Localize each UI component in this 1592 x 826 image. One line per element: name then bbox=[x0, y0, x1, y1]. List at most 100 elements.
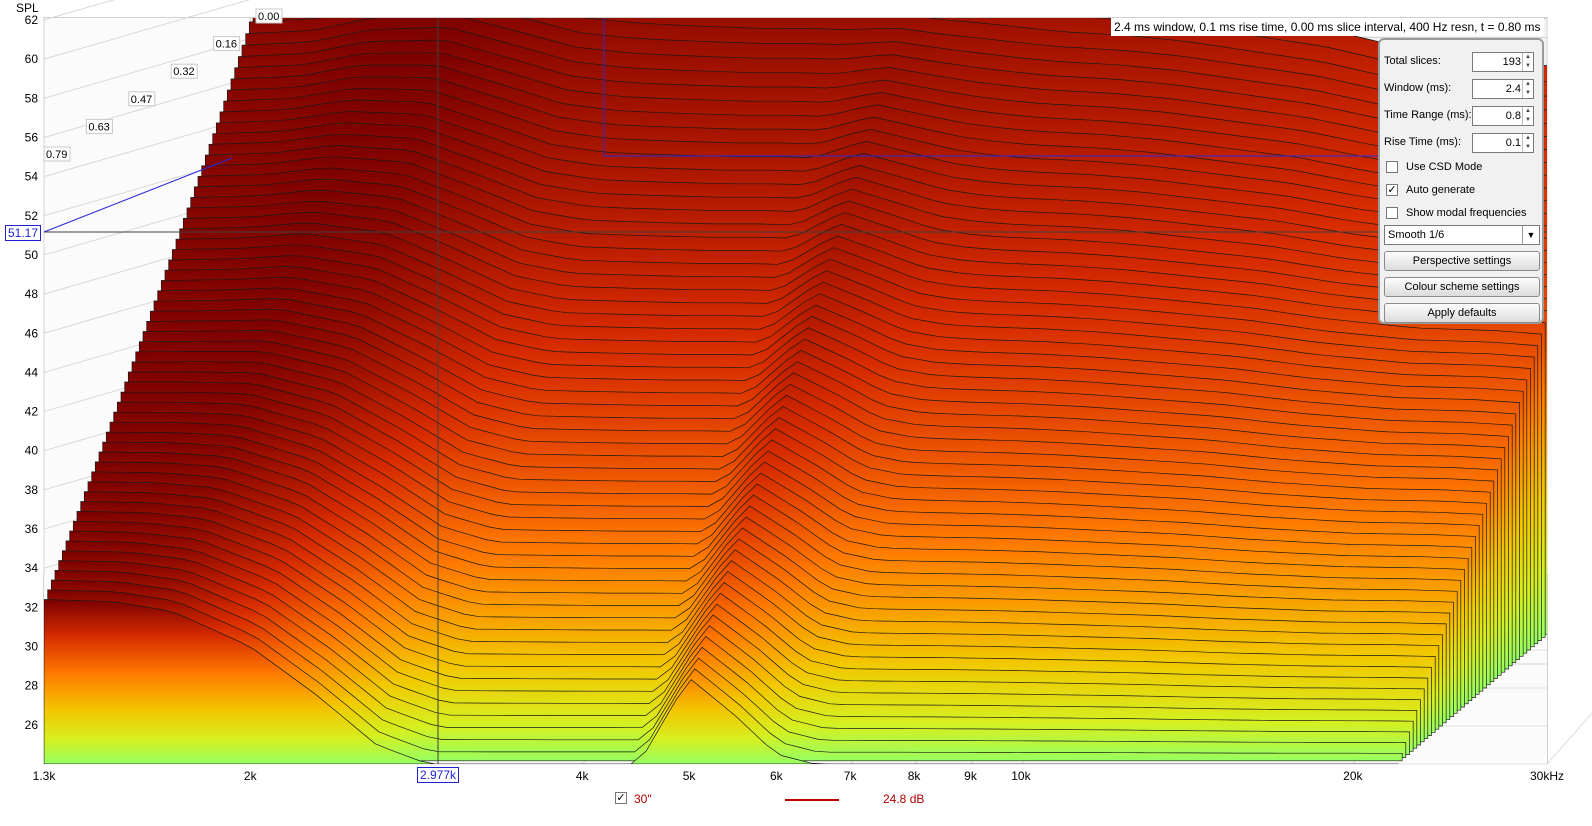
x-tick-label: 5k bbox=[683, 769, 697, 783]
smoothing-value: Smooth 1/6 bbox=[1388, 229, 1445, 241]
y-tick-label: 62 bbox=[25, 13, 39, 27]
x-tick-label: 8k bbox=[908, 769, 922, 783]
legend-series-name: 30" bbox=[634, 792, 652, 806]
legend: ✓ 30" 24.8 dB bbox=[615, 791, 945, 809]
grid-line-spl-side bbox=[43, 76, 255, 138]
grid-line-spl-side bbox=[43, 0, 251, 60]
info-bar: 2.4 ms window, 0.1 ms rise time, 0.00 ms… bbox=[1111, 18, 1544, 36]
window-value: 2.4 bbox=[1505, 83, 1521, 95]
apply-defaults-button[interactable]: Apply defaults bbox=[1384, 303, 1540, 323]
y-tick-label: 38 bbox=[25, 483, 39, 497]
cursor-depth-line bbox=[43, 157, 233, 233]
checkbox-icon[interactable] bbox=[1386, 161, 1398, 173]
y-axis-ticks: 62 60 58 56 54 52 50 48 46 44 42 40 38 36 34 32 30 28 26 bbox=[25, 13, 39, 732]
y-tick-label: 40 bbox=[25, 444, 39, 458]
rise-time-spinner[interactable]: 0.1 ▲ ▼ bbox=[1472, 133, 1534, 153]
window-spinner[interactable]: 2.4 ▲ ▼ bbox=[1472, 79, 1534, 99]
time-tick-box bbox=[213, 36, 241, 52]
time-range-row: Time Range (ms): 0.8 ▲ ▼ bbox=[1384, 106, 1540, 126]
time-tick-label: 0.47 bbox=[131, 94, 152, 106]
auto-generate-checkbox[interactable]: ✓ Auto generate bbox=[1384, 182, 1540, 200]
time-range-spinner[interactable]: 0.8 ▲ ▼ bbox=[1472, 106, 1534, 126]
waterfall-slice bbox=[44, 599, 1399, 764]
use-csd-checkbox[interactable]: Use CSD Mode bbox=[1384, 159, 1540, 177]
rise-time-label: Rise Time (ms): bbox=[1384, 136, 1461, 148]
y-tick-label: 36 bbox=[25, 522, 39, 536]
use-csd-label: Use CSD Mode bbox=[1406, 161, 1483, 173]
time-tick-label: 0.16 bbox=[216, 39, 237, 51]
total-slices-label: Total slices: bbox=[1384, 55, 1441, 67]
spinner-arrows-icon[interactable]: ▲ ▼ bbox=[1522, 80, 1533, 98]
perspective-settings-button[interactable]: Perspective settings bbox=[1384, 251, 1540, 271]
y-tick-label: 32 bbox=[25, 600, 39, 614]
time-range-label: Time Range (ms): bbox=[1384, 109, 1472, 121]
time-range-value: 0.8 bbox=[1505, 110, 1521, 122]
time-tick-label: 0.79 bbox=[46, 149, 67, 161]
total-slices-row: Total slices: 193 ▲ ▼ bbox=[1384, 52, 1540, 72]
time-tick-box bbox=[255, 8, 283, 24]
grid-line-spl-side bbox=[43, 0, 115, 21]
y-tick-label: 42 bbox=[25, 405, 39, 419]
y-tick-label: 28 bbox=[25, 679, 39, 693]
x-tick-label: 9k bbox=[964, 769, 978, 783]
time-tick-box bbox=[170, 63, 198, 79]
y-tick-label: 52 bbox=[25, 209, 39, 223]
waterfall-slice bbox=[61, 550, 1418, 749]
time-tick-label: 0.00 bbox=[258, 11, 279, 23]
y-tick-label: 58 bbox=[25, 91, 39, 105]
x-axis-ticks: 1.3k 2k 4k 5k 6k 7k 8k 9k 10k 20k 30kHz bbox=[33, 769, 1564, 783]
smoothing-select[interactable]: Smooth 1/6 ▼ bbox=[1384, 225, 1540, 245]
y-tick-label: 34 bbox=[25, 561, 39, 575]
y-tick-label: 44 bbox=[25, 365, 39, 379]
spinner-arrows-icon[interactable]: ▲ ▼ bbox=[1522, 53, 1533, 71]
rise-time-value: 0.1 bbox=[1505, 137, 1521, 149]
x-tick-label: 4k bbox=[576, 769, 590, 783]
x-tick-label: 2k bbox=[244, 769, 258, 783]
cursor-lines bbox=[43, 18, 1547, 764]
cursor-spl-readout: 51.17 bbox=[5, 225, 42, 241]
show-modal-checkbox[interactable]: Show modal frequencies bbox=[1384, 205, 1540, 223]
legend-series-swatch bbox=[785, 799, 839, 801]
x-tick-label: 1.3k bbox=[33, 769, 57, 783]
spinner-arrows-icon[interactable]: ▲ ▼ bbox=[1522, 134, 1533, 152]
time-tick-box bbox=[43, 146, 71, 162]
waterfall-slice bbox=[58, 560, 1414, 752]
grid-line-floor bbox=[1546, 712, 1592, 765]
total-slices-spinner[interactable]: 193 ▲ ▼ bbox=[1472, 52, 1534, 72]
y-tick-label: 54 bbox=[25, 170, 39, 184]
x-tick-label: 7k bbox=[844, 769, 858, 783]
spinner-arrows-icon[interactable]: ▲ ▼ bbox=[1522, 107, 1533, 125]
colour-scheme-settings-button[interactable]: Colour scheme settings bbox=[1384, 277, 1540, 297]
waterfall-surface bbox=[44, 18, 1547, 764]
x-tick-label: 20k bbox=[1343, 769, 1363, 783]
y-tick-label: 48 bbox=[25, 287, 39, 301]
checkbox-icon[interactable] bbox=[1386, 207, 1398, 219]
window-row: Window (ms): 2.4 ▲ ▼ bbox=[1384, 79, 1540, 99]
x-tick-label: 30kHz bbox=[1530, 769, 1564, 783]
y-tick-label: 30 bbox=[25, 640, 39, 654]
total-slices-value: 193 bbox=[1502, 56, 1521, 68]
auto-generate-label: Auto generate bbox=[1406, 184, 1476, 196]
y-tick-label: 50 bbox=[25, 248, 39, 262]
legend-series-level: 24.8 dB bbox=[883, 792, 925, 806]
window-label: Window (ms): bbox=[1384, 82, 1452, 94]
time-tick-label: 0.63 bbox=[88, 121, 109, 133]
time-tick-box bbox=[85, 118, 113, 134]
chevron-down-icon[interactable]: ▼ bbox=[1522, 226, 1539, 244]
y-tick-label: 60 bbox=[25, 52, 39, 66]
y-tick-label: 56 bbox=[25, 130, 39, 144]
time-tick-label: 0.32 bbox=[173, 66, 194, 78]
x-tick-label: 6k bbox=[770, 769, 784, 783]
show-modal-label: Show modal frequencies bbox=[1406, 207, 1527, 219]
waterfall-controls-panel: Total slices: 193 ▲ ▼ Window (ms): 2.4 ▲ ▼… bbox=[1378, 38, 1544, 324]
rise-time-row: Rise Time (ms): 0.1 ▲ ▼ bbox=[1384, 133, 1540, 153]
y-tick-label: 26 bbox=[25, 718, 39, 732]
time-tick-box bbox=[128, 91, 156, 107]
y-axis-label: SPL bbox=[16, 1, 39, 15]
series-visibility-checkbox[interactable]: ✓ bbox=[615, 792, 627, 804]
checkbox-checked-icon[interactable]: ✓ bbox=[1386, 184, 1398, 196]
x-tick-label: 10k bbox=[1011, 769, 1031, 783]
y-tick-label: 46 bbox=[25, 326, 39, 340]
cursor-frequency-readout: 2.977k bbox=[417, 767, 460, 783]
